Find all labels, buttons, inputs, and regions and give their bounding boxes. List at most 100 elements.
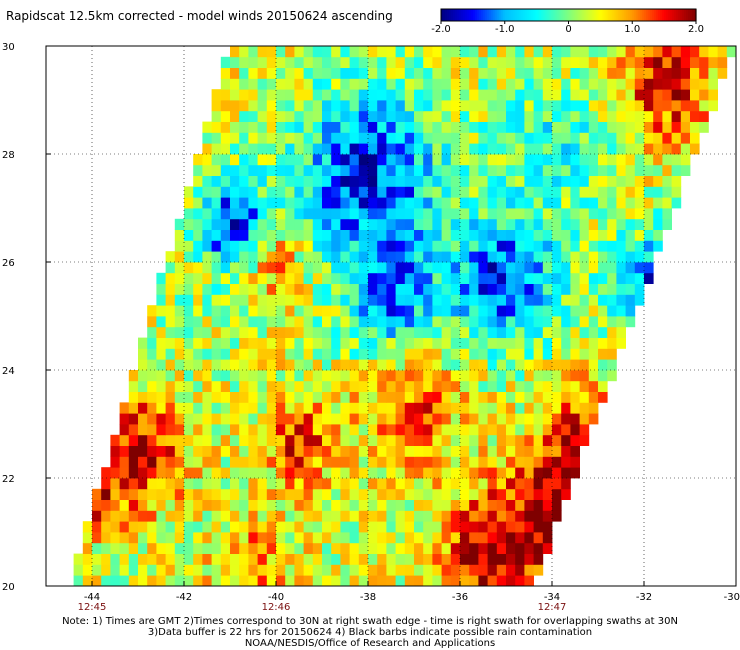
heatmap-cell [156,542,166,554]
heatmap-cell [487,89,498,101]
heatmap-cell [644,197,654,209]
heatmap-cell [414,143,424,155]
heatmap-cell [349,380,360,392]
heatmap-cell [607,251,617,263]
heatmap-cell [312,478,323,490]
heatmap-cell [220,121,231,133]
heatmap-cell [506,186,516,198]
heatmap-cell [285,46,295,58]
heatmap-cell [460,262,470,274]
heatmap-cell [699,67,709,79]
heatmap-cell [634,78,645,90]
colorbar-segment [472,9,476,21]
heatmap-cell [579,424,590,436]
heatmap-cell [239,348,249,360]
colorbar-segment [540,9,544,21]
heatmap-cell [377,121,387,133]
heatmap-cell [266,305,277,317]
heatmap-cell [349,294,360,306]
heatmap-cell [542,154,553,166]
heatmap-cell [174,337,185,349]
colorbar-segment [638,9,641,21]
heatmap-cell [515,413,525,425]
heatmap-cell [174,251,185,263]
heatmap-cell [524,553,534,565]
heatmap-cell [349,359,360,371]
heatmap-cell [331,553,341,565]
heatmap-cell [598,132,608,144]
heatmap-cell [588,262,599,274]
heatmap-cell [303,251,314,263]
colorbar-segment [534,9,538,21]
heatmap-cell [496,100,507,112]
heatmap-cell [294,575,304,587]
heatmap-cell [312,391,323,403]
heatmap-cell [469,121,479,133]
heatmap-cell [506,424,516,436]
colorbar-segment [454,9,458,21]
heatmap-cell [506,262,516,274]
heatmap-cell [174,510,185,522]
heatmap-cell [487,272,498,284]
heatmap-cell [644,251,654,263]
heatmap-cell [358,208,369,220]
heatmap-cell [671,67,682,79]
heatmap-cell [570,218,580,230]
heatmap-cell [542,532,553,544]
heatmap-cell [312,413,323,425]
heatmap-cell [276,413,286,425]
heatmap-cell [294,499,304,511]
heatmap-cell [193,359,203,371]
heatmap-cell [432,532,442,544]
heatmap-cell [404,229,415,241]
heatmap-cell [377,532,387,544]
colorbar-segment [658,9,661,21]
heatmap-cell [588,251,599,263]
heatmap-cell [358,67,369,79]
heatmap-cell [230,283,240,295]
heatmap-cell [358,553,369,565]
colorbar-segment [620,9,623,21]
heatmap-cell [377,229,387,241]
heatmap-cell [220,456,231,468]
heatmap-cell [303,154,314,166]
heatmap-cell [607,316,617,328]
heatmap-cell [340,67,350,79]
heatmap-cell [358,164,369,176]
colorbar-segment [614,9,617,21]
heatmap-cell [533,132,544,144]
heatmap-cell [414,467,424,479]
heatmap-cell [340,89,350,101]
heatmap-cell [478,56,488,68]
heatmap-cell [598,164,608,176]
heatmap-cell [368,218,378,230]
heatmap-cell [607,100,617,112]
heatmap-cell [542,78,553,90]
heatmap-cell [211,488,222,500]
heatmap-cell [460,467,470,479]
heatmap-cell [174,262,185,274]
heatmap-cell [239,251,249,263]
heatmap-cell [266,564,277,576]
heatmap-cell [248,316,258,328]
heatmap-cell [395,510,406,522]
colorbar-segment [482,9,486,21]
heatmap-cell [423,143,433,155]
heatmap-cell [285,164,295,176]
heatmap-cell [322,197,332,209]
heatmap-cell [184,359,194,371]
heatmap-cell [496,467,507,479]
heatmap-cell [533,240,544,252]
heatmap-cell [395,359,406,371]
heatmap-cell [653,154,663,166]
heatmap-cell [671,121,682,133]
heatmap-cell [450,67,461,79]
heatmap-cell [156,337,166,349]
heatmap-cell [460,208,470,220]
heatmap-cell [634,67,645,79]
heatmap-cell [570,434,580,446]
colorbar-segment [656,9,659,21]
colorbar-segment [634,9,637,21]
heatmap-cell [653,100,663,112]
heatmap-cell [138,413,148,425]
